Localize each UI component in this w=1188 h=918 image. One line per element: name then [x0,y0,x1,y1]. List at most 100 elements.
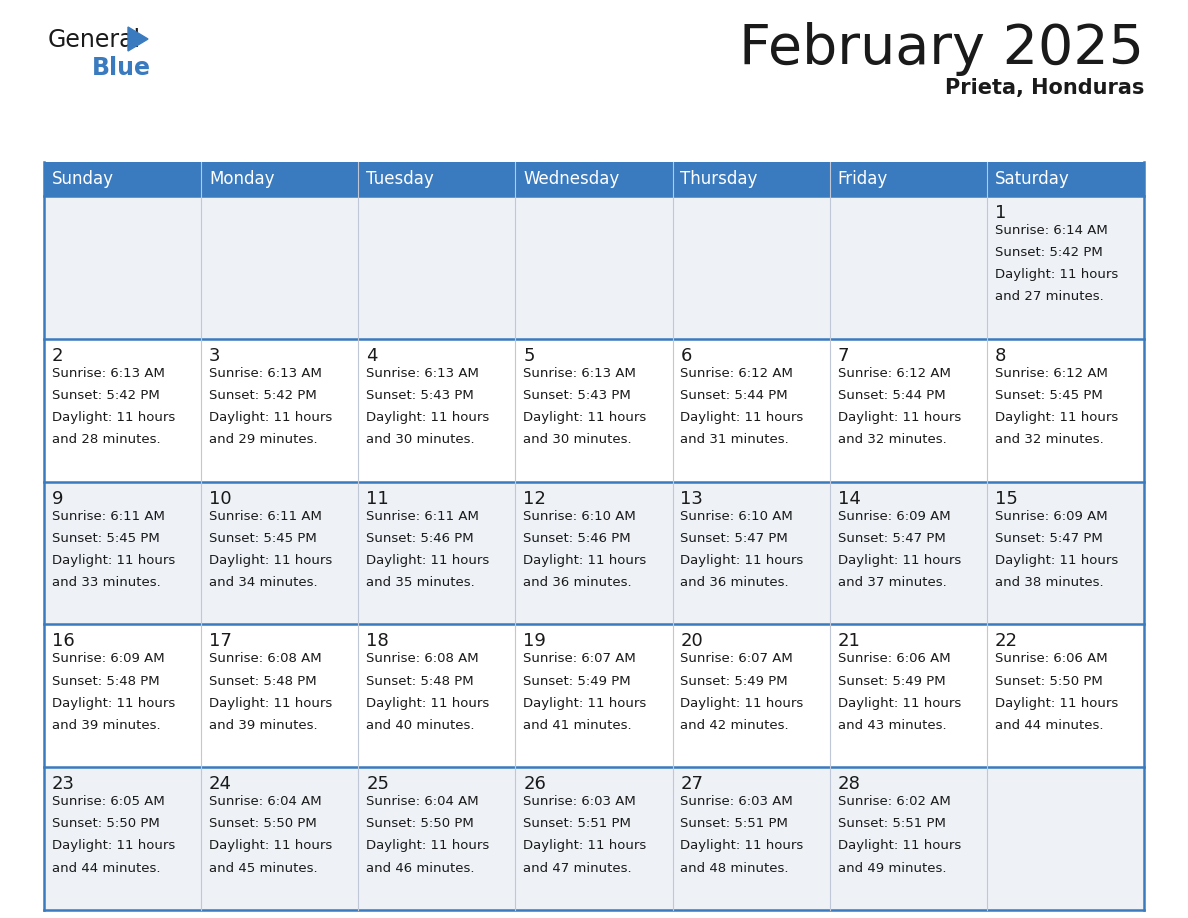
Text: Daylight: 11 hours: Daylight: 11 hours [366,411,489,424]
Text: Tuesday: Tuesday [366,170,434,188]
Text: Daylight: 11 hours: Daylight: 11 hours [523,839,646,853]
Text: Friday: Friday [838,170,887,188]
Text: Daylight: 11 hours: Daylight: 11 hours [366,839,489,853]
Bar [987,162,1144,196]
Text: Daylight: 11 hours: Daylight: 11 hours [838,839,961,853]
Text: Wednesday: Wednesday [523,170,619,188]
Text: Sunset: 5:50 PM: Sunset: 5:50 PM [209,817,317,831]
Bar [44,482,1144,624]
Text: 23: 23 [52,775,75,793]
Text: Sunrise: 6:14 AM: Sunrise: 6:14 AM [994,224,1107,237]
Text: 11: 11 [366,489,388,508]
Text: February 2025: February 2025 [739,22,1144,76]
Text: and 33 minutes.: and 33 minutes. [52,576,160,589]
Text: 22: 22 [994,633,1018,650]
Text: Daylight: 11 hours: Daylight: 11 hours [523,697,646,710]
Text: Sunset: 5:47 PM: Sunset: 5:47 PM [681,532,788,544]
Text: 13: 13 [681,489,703,508]
Text: Daylight: 11 hours: Daylight: 11 hours [209,697,333,710]
Text: Thursday: Thursday [681,170,758,188]
Text: Sunrise: 6:05 AM: Sunrise: 6:05 AM [52,795,165,808]
Text: Monday: Monday [209,170,274,188]
Text: Sunset: 5:42 PM: Sunset: 5:42 PM [52,389,159,402]
Bar [44,339,1144,482]
Text: Sunrise: 6:13 AM: Sunrise: 6:13 AM [52,367,165,380]
Text: Sunset: 5:42 PM: Sunset: 5:42 PM [994,246,1102,259]
Text: Sunrise: 6:11 AM: Sunrise: 6:11 AM [366,509,479,522]
Text: 9: 9 [52,489,63,508]
Text: and 47 minutes.: and 47 minutes. [523,862,632,875]
Text: and 39 minutes.: and 39 minutes. [209,719,317,732]
Text: Sunset: 5:44 PM: Sunset: 5:44 PM [681,389,788,402]
Text: Sunset: 5:48 PM: Sunset: 5:48 PM [52,675,159,688]
Text: 10: 10 [209,489,232,508]
Text: 26: 26 [523,775,546,793]
Text: Sunset: 5:50 PM: Sunset: 5:50 PM [366,817,474,831]
Text: Sunset: 5:45 PM: Sunset: 5:45 PM [52,532,159,544]
Text: and 48 minutes.: and 48 minutes. [681,862,789,875]
Text: Sunrise: 6:09 AM: Sunrise: 6:09 AM [838,509,950,522]
Text: Sunrise: 6:13 AM: Sunrise: 6:13 AM [209,367,322,380]
Text: Sunrise: 6:12 AM: Sunrise: 6:12 AM [681,367,794,380]
Bar [44,196,1144,339]
Text: 3: 3 [209,347,221,364]
Bar [516,162,672,196]
Text: and 38 minutes.: and 38 minutes. [994,576,1104,589]
Text: and 30 minutes.: and 30 minutes. [366,433,475,446]
Text: and 49 minutes.: and 49 minutes. [838,862,946,875]
Text: and 44 minutes.: and 44 minutes. [52,862,160,875]
Text: 21: 21 [838,633,860,650]
Text: and 37 minutes.: and 37 minutes. [838,576,947,589]
Text: Sunrise: 6:10 AM: Sunrise: 6:10 AM [681,509,794,522]
Text: Daylight: 11 hours: Daylight: 11 hours [52,839,175,853]
Text: and 30 minutes.: and 30 minutes. [523,433,632,446]
Text: and 35 minutes.: and 35 minutes. [366,576,475,589]
Text: Sunset: 5:49 PM: Sunset: 5:49 PM [681,675,788,688]
Text: and 42 minutes.: and 42 minutes. [681,719,789,732]
Text: Sunset: 5:42 PM: Sunset: 5:42 PM [209,389,317,402]
Text: Sunrise: 6:09 AM: Sunrise: 6:09 AM [52,653,164,666]
Text: Daylight: 11 hours: Daylight: 11 hours [52,411,175,424]
Text: Sunday: Sunday [52,170,114,188]
Text: Sunrise: 6:06 AM: Sunrise: 6:06 AM [838,653,950,666]
Bar [672,162,829,196]
Text: Daylight: 11 hours: Daylight: 11 hours [994,268,1118,281]
Text: and 29 minutes.: and 29 minutes. [209,433,317,446]
Text: Sunrise: 6:04 AM: Sunrise: 6:04 AM [366,795,479,808]
Bar [44,624,1144,767]
Text: Sunrise: 6:12 AM: Sunrise: 6:12 AM [838,367,950,380]
Text: Daylight: 11 hours: Daylight: 11 hours [209,839,333,853]
Text: Daylight: 11 hours: Daylight: 11 hours [523,411,646,424]
Text: 6: 6 [681,347,691,364]
Text: 12: 12 [523,489,546,508]
Text: 16: 16 [52,633,75,650]
Bar [359,162,516,196]
Text: and 32 minutes.: and 32 minutes. [994,433,1104,446]
Text: Sunset: 5:46 PM: Sunset: 5:46 PM [523,532,631,544]
Text: Sunset: 5:46 PM: Sunset: 5:46 PM [366,532,474,544]
Text: Sunrise: 6:04 AM: Sunrise: 6:04 AM [209,795,322,808]
Text: and 36 minutes.: and 36 minutes. [523,576,632,589]
Text: Daylight: 11 hours: Daylight: 11 hours [838,697,961,710]
Text: Saturday: Saturday [994,170,1069,188]
Text: Daylight: 11 hours: Daylight: 11 hours [681,411,803,424]
Text: and 28 minutes.: and 28 minutes. [52,433,160,446]
Text: Sunset: 5:45 PM: Sunset: 5:45 PM [209,532,317,544]
Text: Sunrise: 6:03 AM: Sunrise: 6:03 AM [523,795,636,808]
Bar [44,767,1144,910]
Text: and 43 minutes.: and 43 minutes. [838,719,946,732]
Text: Sunrise: 6:10 AM: Sunrise: 6:10 AM [523,509,636,522]
Text: 24: 24 [209,775,232,793]
Text: 7: 7 [838,347,849,364]
Text: Sunset: 5:43 PM: Sunset: 5:43 PM [523,389,631,402]
Text: Sunrise: 6:12 AM: Sunrise: 6:12 AM [994,367,1107,380]
Text: and 32 minutes.: and 32 minutes. [838,433,947,446]
Text: Daylight: 11 hours: Daylight: 11 hours [994,411,1118,424]
Text: 8: 8 [994,347,1006,364]
Text: and 40 minutes.: and 40 minutes. [366,719,475,732]
Text: 14: 14 [838,489,860,508]
Bar [44,162,201,196]
Text: and 45 minutes.: and 45 minutes. [209,862,317,875]
Text: Sunrise: 6:11 AM: Sunrise: 6:11 AM [209,509,322,522]
Text: General: General [48,28,141,52]
